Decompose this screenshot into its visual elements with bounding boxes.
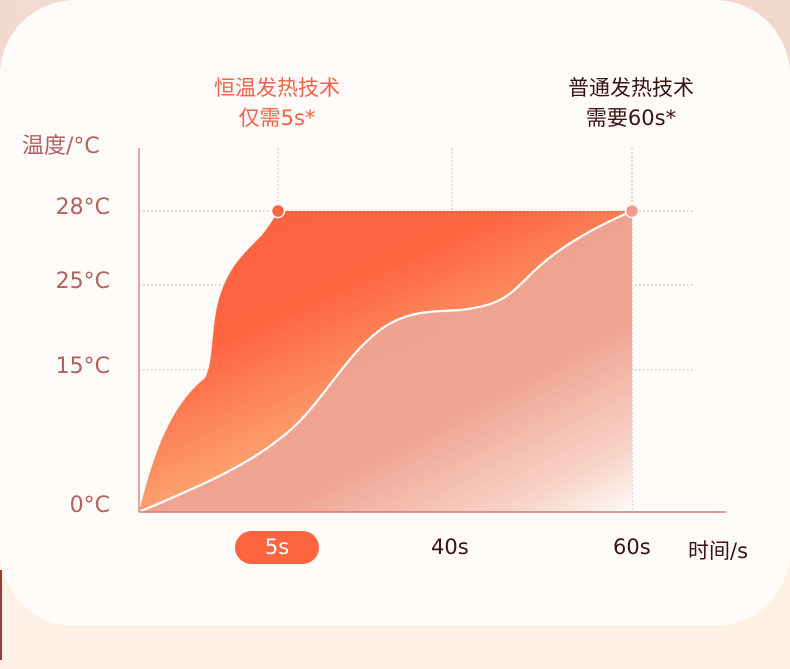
y-tick-15: 15°C: [55, 354, 110, 379]
fast-end-marker: [270, 203, 286, 219]
fast-heating-label: 恒温发热技术 仅需5s*: [177, 73, 377, 133]
normal-heating-title: 普通发热技术: [568, 76, 694, 100]
y-tick-25: 25°C: [55, 269, 110, 294]
normal-end-marker: [624, 203, 640, 219]
x-tick-5s-highlight: 5s: [235, 531, 319, 564]
y-axis-title: 温度/°C: [22, 134, 100, 159]
y-tick-28: 28°C: [55, 195, 110, 220]
fast-heating-title: 恒温发热技术: [214, 76, 340, 100]
x-tick-40s: 40s: [431, 535, 469, 559]
decorative-edge: [0, 570, 2, 660]
normal-heating-time: 需要60s*: [585, 106, 677, 130]
normal-heating-area: [139, 211, 632, 512]
x-axis-title: 时间/s: [688, 539, 749, 563]
normal-heating-label: 普通发热技术 需要60s*: [531, 73, 731, 133]
fast-heating-time: 仅需5s*: [238, 106, 316, 130]
normal-heating-curve: [138, 209, 633, 514]
x-tick-60s: 60s: [613, 535, 651, 559]
y-tick-0: 0°C: [69, 493, 110, 518]
